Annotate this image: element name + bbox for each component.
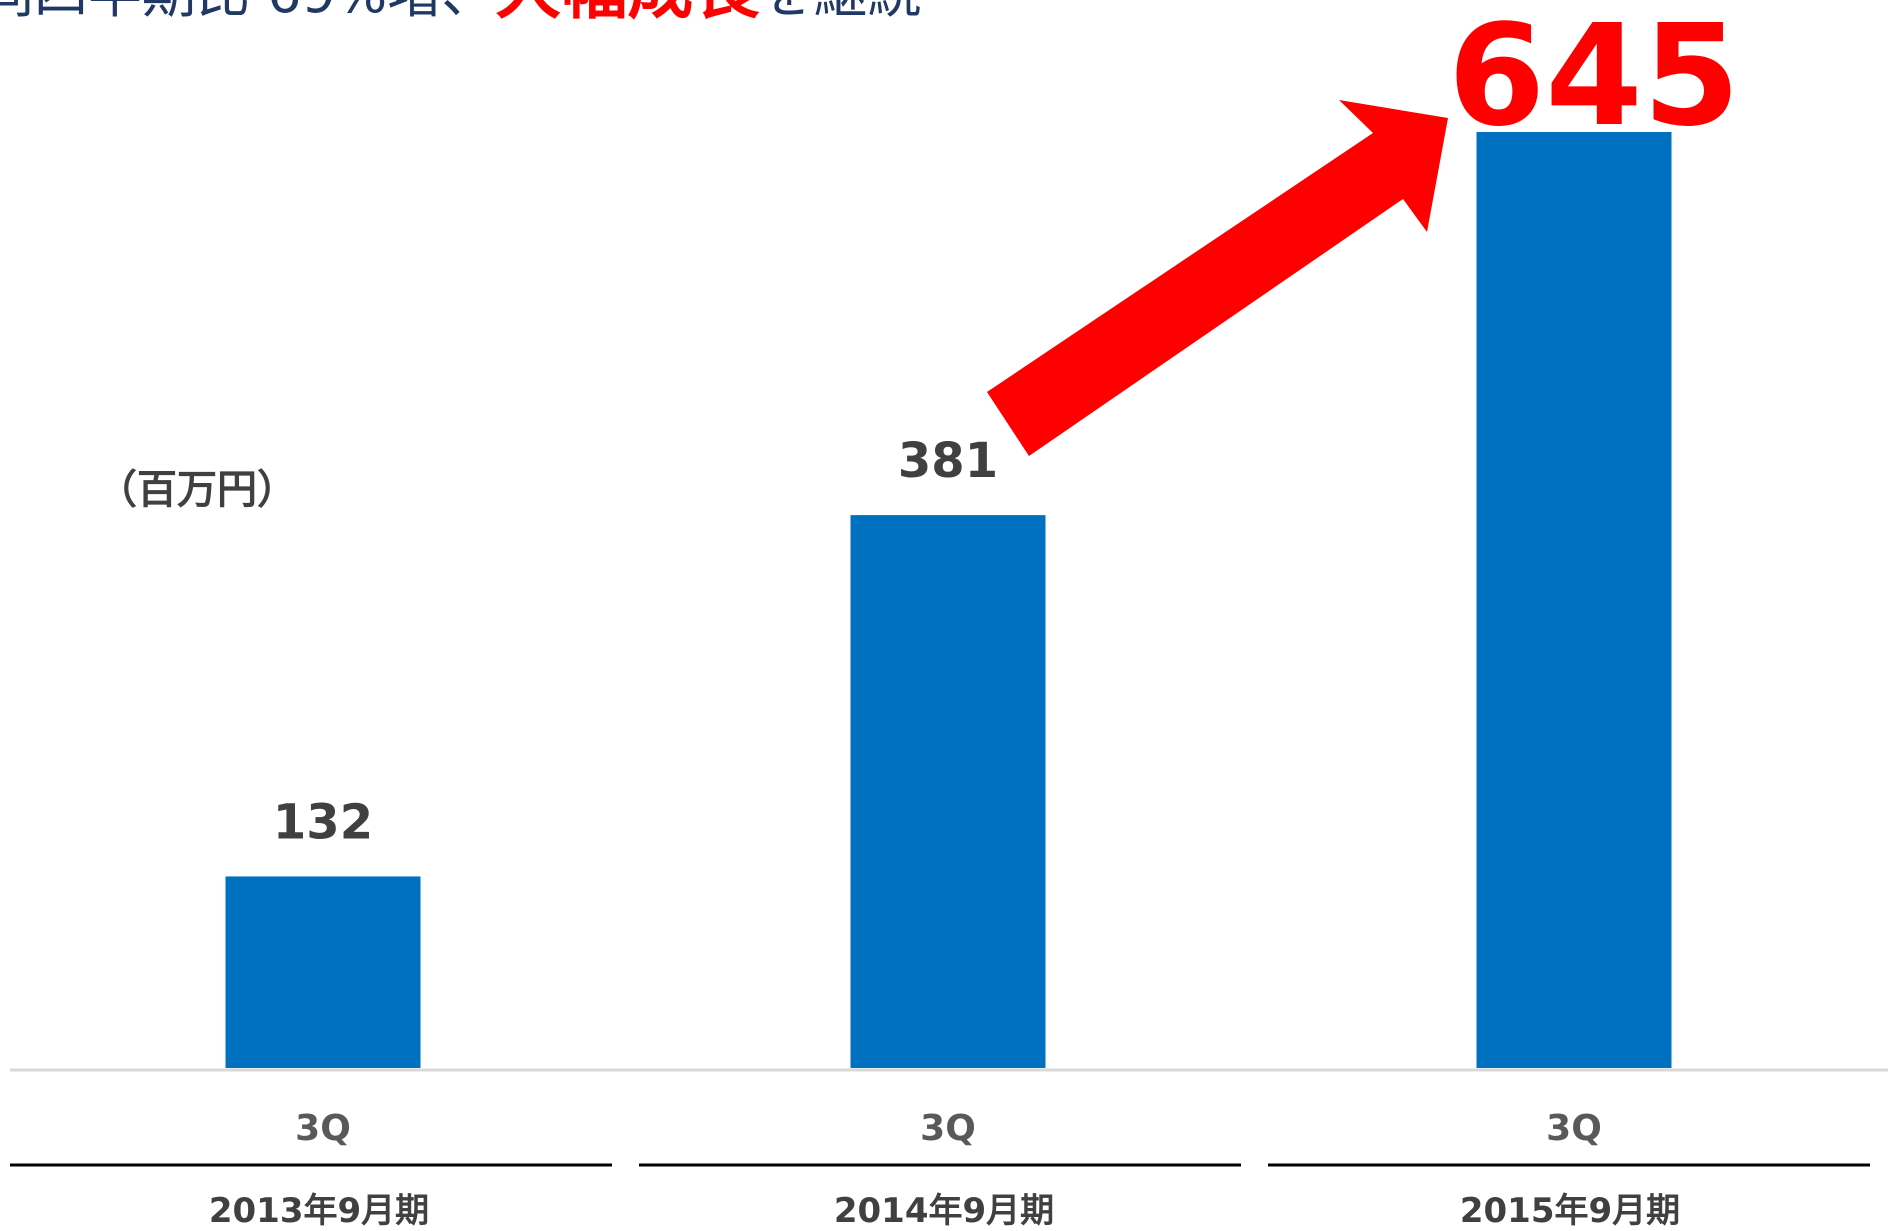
- value-label: 381: [898, 433, 998, 489]
- value-label: 645: [1448, 0, 1740, 158]
- group-label: 2013年9月期: [209, 1191, 429, 1231]
- x-tick-label: 3Q: [1546, 1108, 1602, 1149]
- title-part: 同四半期比 69%増、: [0, 0, 495, 25]
- x-tick-label: 3Q: [295, 1108, 351, 1149]
- group-label: 2015年9月期: [1460, 1191, 1680, 1231]
- bar: [850, 515, 1046, 1068]
- unit-label: （百万円）: [97, 467, 297, 513]
- value-label: 132: [273, 794, 373, 850]
- group-label: 2014年9月期: [834, 1191, 1054, 1231]
- chart-title: 同四半期比 69%増、大幅成長を継続: [0, 0, 921, 28]
- title-part: を継続: [759, 0, 921, 25]
- title-highlight: 大幅成長: [495, 0, 760, 28]
- x-tick-label: 3Q: [920, 1108, 976, 1149]
- bar: [1476, 132, 1672, 1068]
- bar: [225, 876, 421, 1068]
- growth-arrow: [987, 100, 1448, 456]
